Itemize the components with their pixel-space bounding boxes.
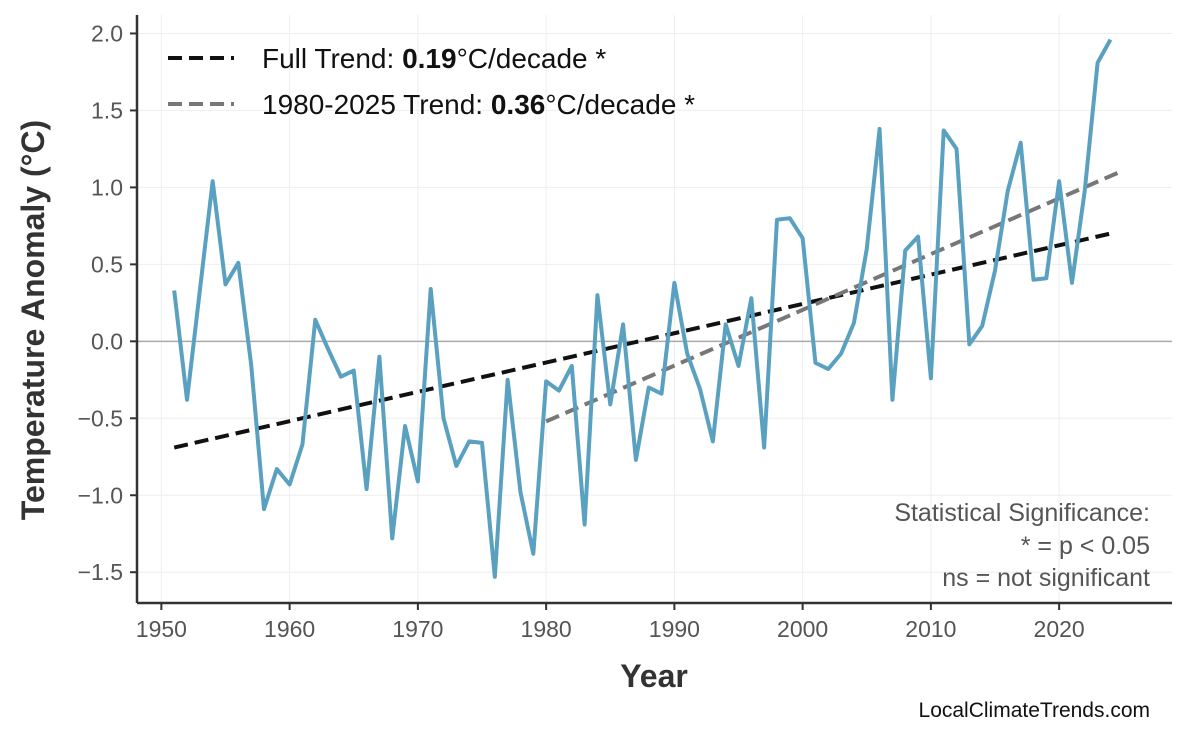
x-tick-label: 1980 — [521, 616, 572, 642]
full-trend-line — [173, 231, 1111, 450]
significance-title: Statistical Significance: — [894, 499, 1150, 527]
legend: Full Trend: 0.19°C/decade * 1980-2025 Tr… — [168, 43, 695, 120]
significance-p: * = p < 0.05 — [1021, 532, 1150, 560]
ticks: 1950 1960 1970 1980 1990 2000 2010 2020 −1.5 −1.0… — [78, 20, 1085, 642]
significance-note: Statistical Significance: * = p < 0.05 n… — [894, 499, 1150, 592]
y-tick-label: −1.5 — [78, 559, 123, 585]
y-tick-label: 1.5 — [91, 97, 123, 123]
y-tick-label: −1.0 — [78, 482, 123, 508]
x-tick-label: 2020 — [1034, 616, 1085, 642]
watermark: LocalClimateTrends.com — [919, 699, 1150, 722]
y-tick-label: 2.0 — [91, 20, 123, 46]
y-tick-label: 1.0 — [91, 174, 123, 200]
significance-ns: ns = not significant — [942, 564, 1150, 592]
y-tick-label: 0.5 — [91, 251, 123, 277]
trend-lines — [173, 168, 1125, 450]
x-tick-label: 1990 — [649, 616, 700, 642]
y-tick-label: 0.0 — [91, 328, 123, 354]
y-axis-label: Temperature Anomaly (°C) — [15, 120, 51, 520]
x-tick-label: 1950 — [136, 616, 187, 642]
x-tick-label: 2000 — [777, 616, 828, 642]
legend-label-full-trend: Full Trend: 0.19°C/decade * — [262, 43, 606, 74]
x-tick-label: 1970 — [392, 616, 443, 642]
y-tick-label: −0.5 — [78, 405, 123, 431]
axes — [135, 15, 1172, 605]
anomaly-series-line — [172, 38, 1113, 579]
legend-label-recent-trend: 1980-2025 Trend: 0.36°C/decade * — [262, 89, 695, 120]
x-tick-label: 1960 — [264, 616, 315, 642]
x-tick-label: 2010 — [905, 616, 956, 642]
x-axis-label: Year — [620, 658, 688, 694]
